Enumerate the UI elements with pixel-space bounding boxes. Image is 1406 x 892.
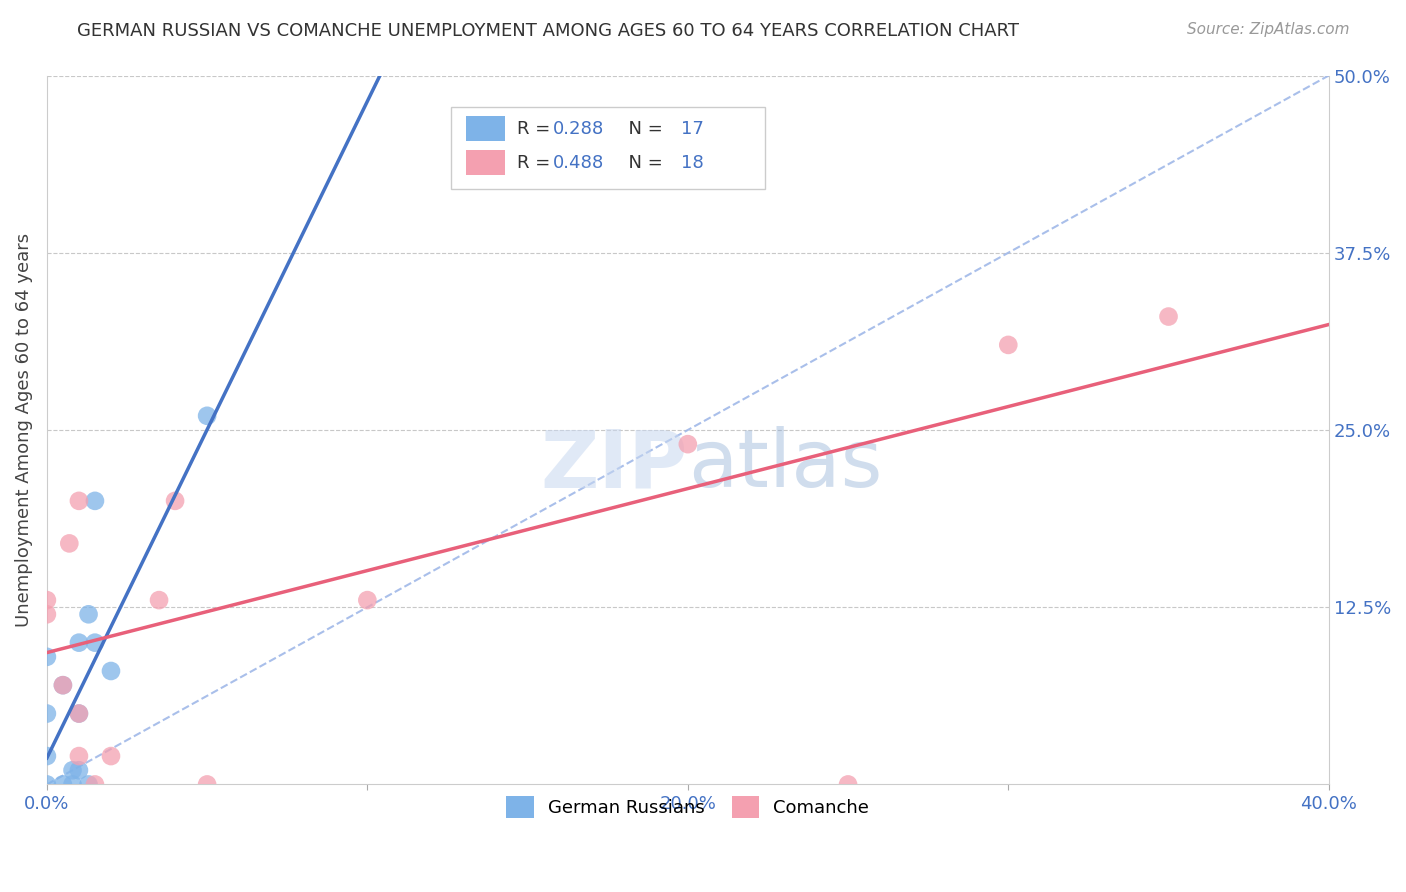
Text: Source: ZipAtlas.com: Source: ZipAtlas.com: [1187, 22, 1350, 37]
Point: [148, 593, 170, 607]
Text: 17: 17: [682, 120, 704, 137]
Text: N =: N =: [617, 153, 669, 172]
Legend: German Russians, Comanche: German Russians, Comanche: [499, 789, 876, 825]
Text: R =: R =: [517, 120, 557, 137]
Point: [1157, 310, 1180, 324]
Point: [67, 494, 90, 508]
Text: GERMAN RUSSIAN VS COMANCHE UNEMPLOYMENT AMONG AGES 60 TO 64 YEARS CORRELATION CH: GERMAN RUSSIAN VS COMANCHE UNEMPLOYMENT …: [77, 22, 1019, 40]
Point: [52, 678, 75, 692]
Point: [997, 338, 1019, 352]
Point: [52, 777, 75, 791]
Point: [84, 494, 107, 508]
Point: [35, 649, 58, 664]
Point: [84, 635, 107, 649]
Point: [453, 153, 475, 168]
Point: [67, 764, 90, 778]
Point: [77, 777, 100, 791]
Point: [35, 593, 58, 607]
Text: ZIP: ZIP: [540, 426, 688, 504]
Text: 0.488: 0.488: [553, 153, 605, 172]
Point: [62, 777, 84, 791]
Point: [356, 593, 378, 607]
Point: [165, 494, 187, 508]
Point: [35, 777, 58, 791]
Text: 0.288: 0.288: [553, 120, 605, 137]
Point: [62, 764, 84, 778]
Point: [35, 607, 58, 622]
Text: R =: R =: [517, 153, 557, 172]
Point: [837, 777, 859, 791]
Point: [100, 664, 122, 678]
Point: [676, 437, 699, 451]
Point: [67, 749, 90, 764]
Point: [67, 635, 90, 649]
Text: atlas: atlas: [688, 426, 882, 504]
Point: [77, 607, 100, 622]
Point: [195, 409, 218, 423]
Point: [35, 749, 58, 764]
Point: [67, 706, 90, 721]
Point: [100, 749, 122, 764]
Y-axis label: Unemployment Among Ages 60 to 64 years: Unemployment Among Ages 60 to 64 years: [15, 233, 32, 627]
Text: 18: 18: [682, 153, 704, 172]
Point: [195, 777, 218, 791]
Point: [84, 777, 107, 791]
FancyBboxPatch shape: [451, 107, 765, 189]
Text: N =: N =: [617, 120, 669, 137]
FancyBboxPatch shape: [465, 150, 505, 176]
Point: [52, 678, 75, 692]
Point: [35, 706, 58, 721]
Point: [58, 536, 80, 550]
Point: [67, 706, 90, 721]
FancyBboxPatch shape: [465, 116, 505, 142]
